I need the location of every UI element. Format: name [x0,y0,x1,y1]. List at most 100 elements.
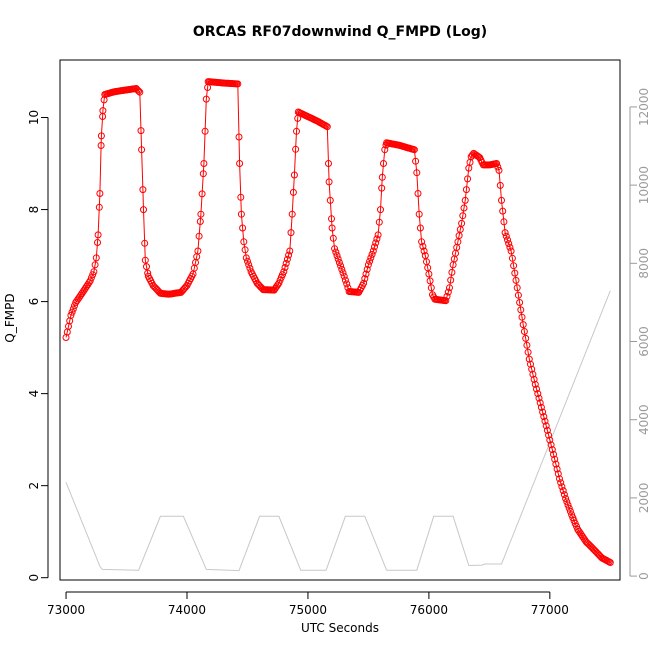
q-fmpd-point [495,166,503,174]
q-fmpd-point [374,231,382,239]
q-fmpd-point [290,171,298,179]
q-fmpd-point [536,399,544,407]
q-fmpd-point [565,504,573,512]
q-fmpd-point [534,390,542,398]
x-tick-label: 73000 [47,603,85,617]
q-fmpd-point [338,265,346,273]
q-fmpd-point [528,365,536,373]
q-fmpd-point [542,422,550,430]
y2-tick-label: 8000 [637,248,650,279]
q-fmpd-point [464,175,472,183]
q-fmpd-point [328,215,335,223]
q-fmpd-point [240,238,248,246]
q-fmpd-point [458,219,466,227]
q-fmpd-point [378,173,386,181]
q-fmpd-line [65,81,611,563]
q-fmpd-point [381,146,389,154]
q-fmpd-point [552,460,560,468]
x-axis-label: UTC Seconds [301,621,379,635]
y2-tick-label: 2000 [637,483,650,514]
q-fmpd-point [446,284,453,292]
q-fmpd-point [77,291,85,299]
q-fmpd-point [548,446,556,454]
q-fmpd-point [75,293,83,301]
x-axis: 73000 74000 75000 76000 77000 [47,591,569,617]
q-fmpd-point [236,160,244,167]
plot-frame [59,59,621,581]
q-fmpd-point [574,525,582,533]
q-fmpd-point [462,186,470,194]
q-fmpd-point [524,348,532,356]
q-fmpd-point [80,286,88,294]
q-fmpd-point [504,236,511,244]
q-fmpd-point [90,268,98,276]
q-fmpd-point [337,262,345,270]
q-fmpd-point [546,436,554,444]
q-fmpd-point [461,196,469,204]
q-fmpd-point [505,240,513,248]
q-fmpd-point [138,146,146,154]
q-fmpd-point [541,417,549,425]
q-fmpd-point [533,385,540,393]
q-fmpd-point [200,160,208,167]
q-fmpd-point [271,284,279,292]
q-fmpd-point [558,483,566,491]
q-fmpd-point [412,157,420,165]
q-fmpd-point [606,559,614,566]
q-fmpd-point [94,239,101,246]
y-axis-right: 0 2000 4000 6000 8000 10000 12000 [629,88,650,580]
q-fmpd-point [447,276,455,284]
q-fmpd-point [545,431,553,439]
q-fmpd-point [334,255,342,263]
q-fmpd-point [95,203,103,211]
q-fmpd-point [68,308,76,316]
q-fmpd-point [410,146,418,154]
q-fmpd-point [237,210,245,218]
q-fmpd-point [97,142,105,149]
q-fmpd-point [87,274,95,282]
q-fmpd-point [328,224,336,232]
q-fmpd-point [286,247,294,255]
q-fmpd-point [325,178,333,186]
q-fmpd-point [373,235,381,243]
q-fmpd-point [459,212,467,220]
q-fmpd-point [520,328,528,335]
q-fmpd-point [97,132,105,140]
q-fmpd-point [580,534,588,542]
q-fmpd-point [377,206,384,214]
q-fmpd-series-layer [62,78,614,566]
q-fmpd-point [239,224,247,232]
q-fmpd-point [375,218,383,226]
q-fmpd-point [531,380,539,388]
q-fmpd-point [563,498,571,506]
q-fmpd-point [366,257,374,265]
q-fmpd-point [502,232,510,240]
q-fmpd-point [369,247,377,255]
q-fmpd-point [329,234,337,242]
q-fmpd-point [519,321,527,329]
q-fmpd-point [235,133,243,141]
q-fmpd-point [525,355,533,363]
q-fmpd-point [514,291,522,299]
q-fmpd-point [550,450,557,458]
q-fmpd-point [69,305,77,313]
q-fmpd-point [270,286,278,294]
q-fmpd-point [496,181,504,189]
q-fmpd-point [543,426,551,434]
y2-tick-label: 10000 [637,166,650,204]
q-fmpd-point [282,259,290,267]
q-fmpd-point [135,87,143,95]
q-fmpd-point [292,145,300,153]
q-fmpd-point [79,288,87,296]
y2-tick-label: 0 [637,572,650,580]
q-fmpd-point [554,470,562,478]
q-fmpd-point [527,360,534,368]
q-fmpd-point [368,250,376,258]
q-fmpd-point [234,80,242,88]
q-fmpd-point [448,268,456,276]
q-fmpd-point [372,239,380,247]
y2-tick-label: 12000 [637,88,650,126]
q-fmpd-point [241,246,249,254]
q-fmpd-point [137,127,145,135]
